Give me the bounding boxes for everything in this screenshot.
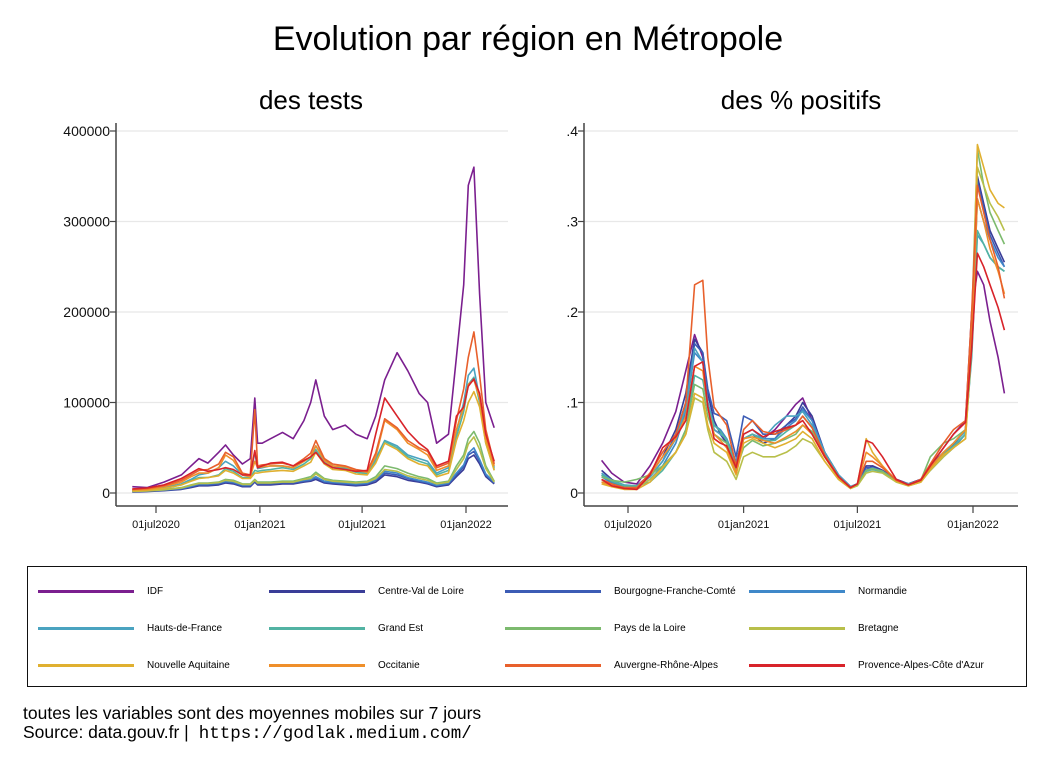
legend-swatch [749,589,845,593]
legend-swatch [505,589,601,593]
legend-item: Provence-Alpes-Côte d'Azur [749,658,984,672]
right-panel-title: des % positifs [720,85,882,115]
legend-item: Pays de la Loire [505,621,686,635]
series-line-provence-alpes-c-te-d-azur [601,252,1006,491]
series-line-bretagne [601,166,1006,490]
series-line-hauts-de-france [132,367,495,492]
series-line-provence-alpes-c-te-d-azur [132,378,495,490]
legend-swatch [505,663,601,667]
legend-swatch [269,589,365,593]
series-line-centre-val-de-loire [601,175,1006,488]
legend-item: Hauts-de-France [38,621,222,635]
y-tick-label: 300000 [63,214,110,230]
legend-label: Auvergne-Rhône-Alpes [614,659,718,671]
series-line-auvergne-rh-ne-alpes [132,331,495,491]
y-tick-label: .2 [566,304,578,320]
legend-label: Grand Est [378,622,424,634]
x-tick-label: 01jul2021 [834,519,882,531]
legend-swatch [749,626,845,630]
source-url: https://godlak.medium.com/ [198,724,472,744]
positivity-chart: 0 .1 .2 .3 .4 01jul2020 01jan2021 01jul2021 01ja… [566,123,1018,531]
legend-label: Normandie [858,585,907,597]
legend-label: Bretagne [858,622,899,634]
legend-swatch [749,663,845,667]
legend-label: Provence-Alpes-Côte d'Azur [858,659,984,671]
legend-label: Nouvelle Aquitaine [147,659,230,671]
legend-label: Hauts-de-France [147,622,223,634]
legend-swatch [505,626,601,630]
legend-item: Bourgogne-Franche-Comté [505,584,736,598]
y-tick-label: .4 [566,123,578,139]
series-line-auvergne-rh-ne-alpes [601,184,1006,489]
series-line-bourgogne-franche-comt- [601,180,1006,488]
x-tick-label: 01jul2020 [604,519,652,531]
legend-swatch [269,663,365,667]
footnote-note: toutes les variables sont des moyennes m… [23,703,482,723]
series-line-nouvelle-aquitaine [601,143,1005,491]
y-tick-label: 0 [570,485,578,501]
legend-item: Occitanie [269,658,420,672]
footnote-source: Source: data.gouv.fr | https://godlak.med… [23,723,481,744]
series-line-centre-val-de-loire [132,454,495,493]
y-tick-label: 0 [102,485,110,501]
legend-swatch [269,626,365,630]
legend-item: Centre-Val de Loire [269,584,464,598]
chart-title: Evolution par région en Métropole [272,20,784,58]
y-tick-label: .1 [566,395,578,411]
legend-swatch [38,589,134,593]
y-tick-label: .3 [566,214,578,230]
legend-item: IDF [38,584,163,598]
x-tick-label: 01jan2022 [440,519,491,531]
tests-chart: 0 100000 200000 300000 400000 01jul2020 01jan2… [63,123,508,531]
x-tick-label: 01jan2021 [234,519,285,531]
legend-label: Occitanie [378,659,420,671]
legend: IDF Centre-Val de Loire Bourgogne-Franche-… [27,566,1027,687]
legend-item: Auvergne-Rhône-Alpes [505,658,718,672]
legend-swatch [38,626,134,630]
x-tick-label: 01jul2020 [132,519,180,531]
legend-item: Normandie [749,584,907,598]
series-line-pays-de-la-loire [601,148,1006,489]
legend-item: Nouvelle Aquitaine [38,658,230,672]
x-tick-label: 01jul2021 [338,519,386,531]
source-label: Source: data.gouv.fr | [23,722,189,742]
legend-label: IDF [147,585,164,597]
legend-item: Bretagne [749,621,899,635]
y-tick-label: 400000 [63,123,110,139]
x-tick-label: 01jan2022 [947,519,998,531]
x-tick-label: 01jan2021 [718,519,769,531]
y-tick-label: 200000 [63,304,110,320]
legend-label: Pays de la Loire [614,622,686,634]
series-line-bretagne [132,436,495,493]
legend-label: Centre-Val de Loire [378,585,464,597]
legend-item: Grand Est [269,621,423,635]
footnote: toutes les variables sont des moyennes m… [23,704,481,744]
series-line-idf [132,166,495,489]
legend-label: Bourgogne-Franche-Comté [614,585,736,597]
y-tick-label: 100000 [63,395,110,411]
legend-swatch [38,663,134,667]
left-panel-title: des tests [258,85,364,115]
